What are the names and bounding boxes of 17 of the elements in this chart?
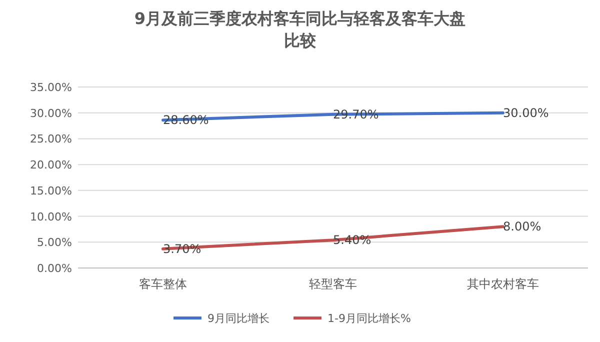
x-tick-label: 其中农村客车 bbox=[467, 277, 539, 291]
y-tick-label: 15.00% bbox=[30, 184, 72, 198]
x-tick-label: 轻型客车 bbox=[309, 277, 357, 291]
x-tick-label: 客车整体 bbox=[139, 277, 187, 291]
data-label: 30.00% bbox=[503, 106, 549, 120]
y-tick-label: 30.00% bbox=[30, 106, 72, 120]
legend-label: 1-9月同比增长% bbox=[328, 312, 411, 325]
y-tick-label: 20.00% bbox=[30, 158, 72, 172]
data-label: 29.70% bbox=[333, 107, 379, 122]
y-tick-label: 10.00% bbox=[30, 210, 72, 224]
y-tick-label: 25.00% bbox=[30, 132, 72, 146]
y-tick-label: 5.00% bbox=[37, 236, 72, 250]
legend-label: 9月同比增长 bbox=[208, 312, 270, 325]
chart-title: 9月及前三季度农村客车同比与轻客及客车大盘比较 bbox=[134, 9, 466, 50]
y-tick-label: 35.00% bbox=[30, 81, 72, 94]
y-tick-label: 0.00% bbox=[37, 262, 72, 275]
data-label: 8.00% bbox=[503, 220, 542, 234]
